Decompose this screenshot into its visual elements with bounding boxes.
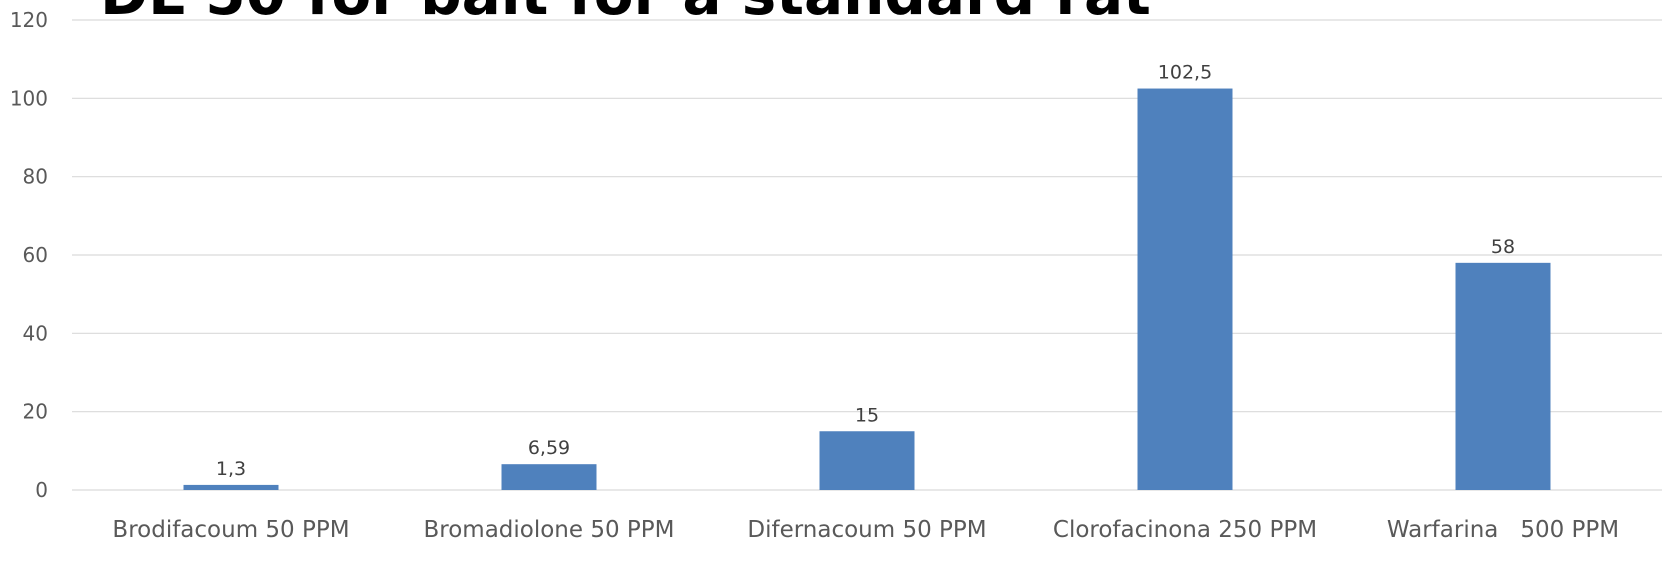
data-label: 6,59 bbox=[528, 437, 570, 459]
x-axis-category-labels: Brodifacoum 50 PPM Bromadiolone 50 PPM Dif… bbox=[112, 517, 1619, 543]
y-tick-label: 40 bbox=[23, 321, 48, 345]
category-label: Warfarina 500 PPM bbox=[1387, 517, 1619, 543]
bar bbox=[183, 484, 279, 490]
bar bbox=[501, 464, 597, 490]
bar bbox=[1137, 88, 1233, 491]
category-label: Clorofacinona 250 PPM bbox=[1053, 517, 1317, 543]
data-label: 15 bbox=[855, 404, 879, 426]
gridlines bbox=[72, 19, 1662, 491]
chart-title: DL 50 for bait for a standard rat bbox=[100, 0, 1151, 28]
y-tick-label: 100 bbox=[10, 86, 48, 110]
bars bbox=[183, 88, 1551, 491]
y-tick-label: 60 bbox=[23, 243, 48, 267]
y-tick-label: 80 bbox=[23, 165, 48, 189]
data-label: 1,3 bbox=[216, 458, 246, 480]
data-label: 102,5 bbox=[1158, 62, 1212, 84]
data-label: 58 bbox=[1491, 236, 1515, 258]
y-tick-label: 0 bbox=[35, 478, 48, 502]
y-axis-tick-labels: 0 20 40 60 80 100 120 bbox=[10, 8, 48, 502]
data-labels: 1,3 6,59 15 102,5 58 bbox=[216, 62, 1515, 480]
bar bbox=[1455, 262, 1551, 490]
category-label: Difernacoum 50 PPM bbox=[747, 517, 986, 543]
y-tick-label: 20 bbox=[23, 400, 48, 424]
bar bbox=[819, 431, 915, 490]
category-label: Brodifacoum 50 PPM bbox=[112, 517, 349, 543]
y-tick-label: 120 bbox=[10, 8, 48, 32]
category-label: Bromadiolone 50 PPM bbox=[423, 517, 674, 543]
